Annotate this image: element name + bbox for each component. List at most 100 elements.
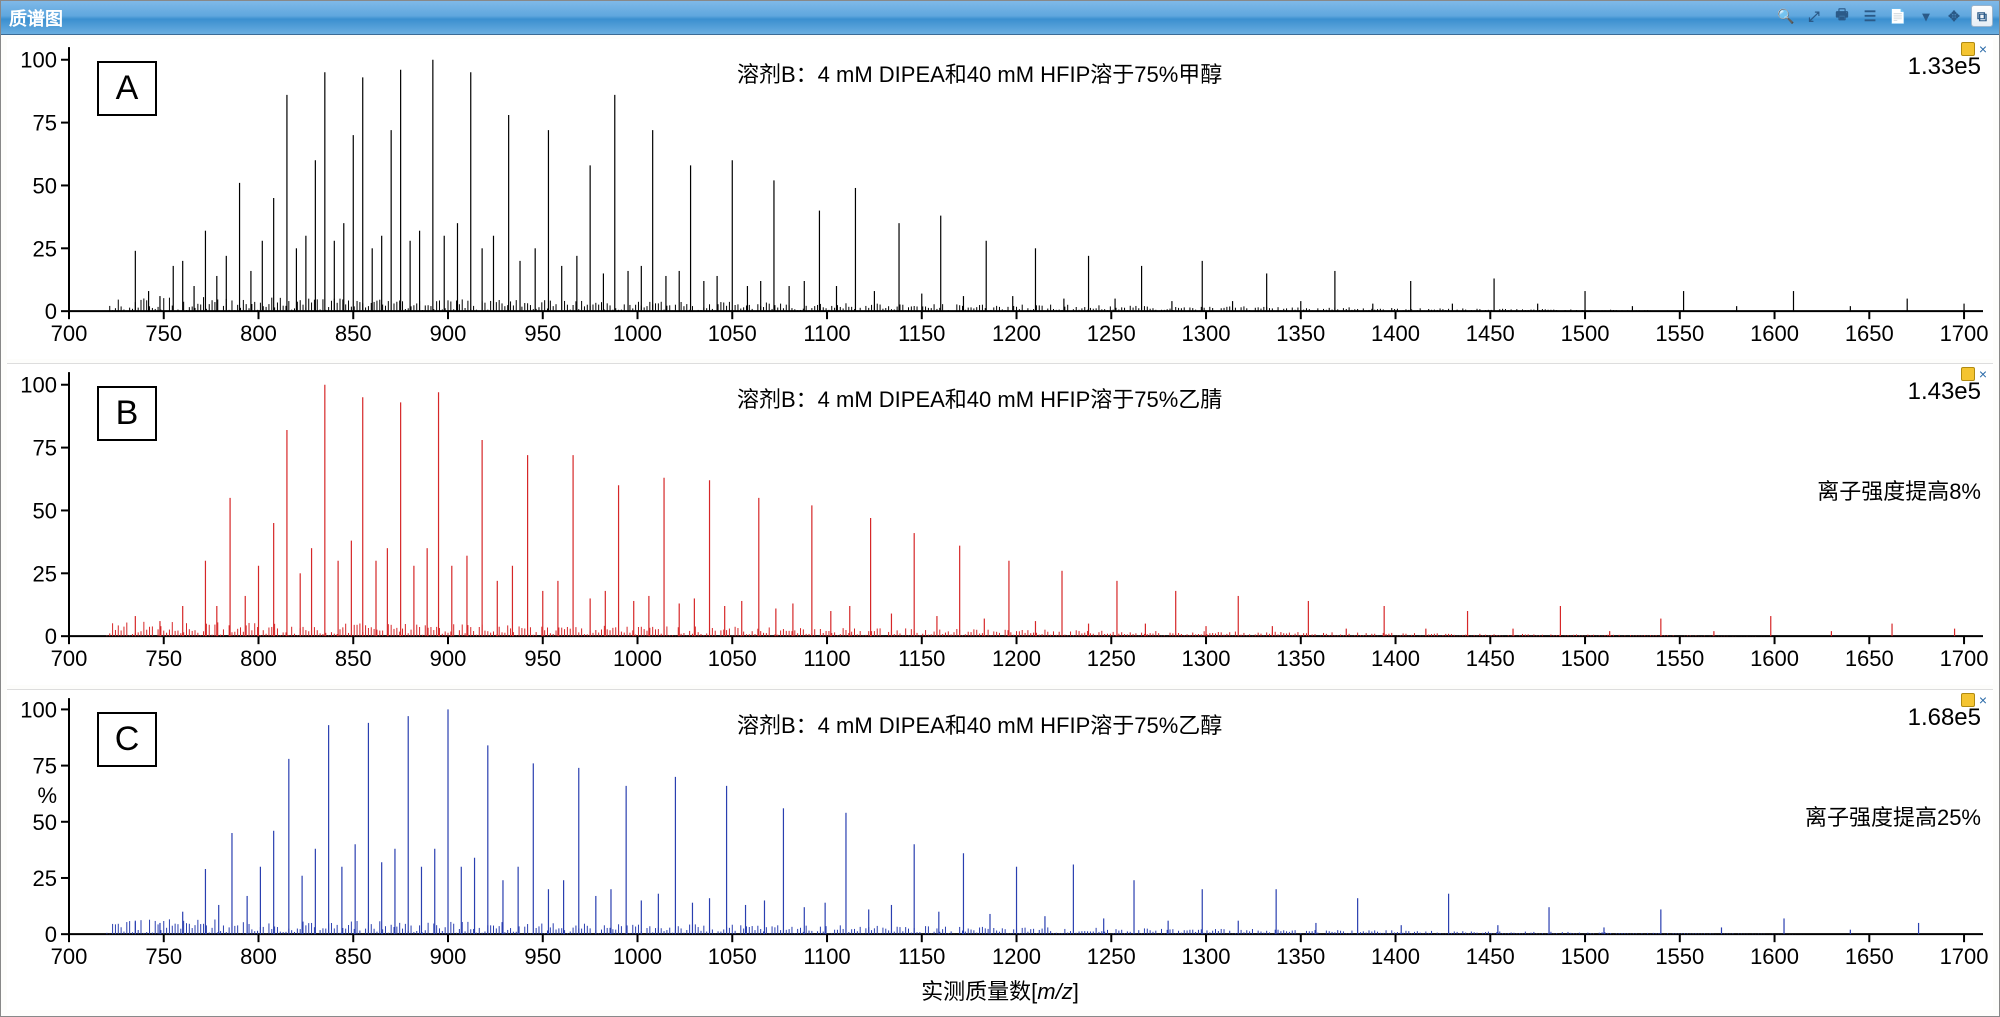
panel-letter-c: C xyxy=(97,712,157,767)
close-icon[interactable]: × xyxy=(1977,41,1989,57)
svg-text:100: 100 xyxy=(20,697,57,722)
svg-text:1050: 1050 xyxy=(708,944,757,969)
svg-text:850: 850 xyxy=(335,944,372,969)
svg-text:100: 100 xyxy=(20,373,57,398)
svg-text:1600: 1600 xyxy=(1750,321,1799,346)
svg-text:100: 100 xyxy=(20,48,57,73)
svg-text:1150: 1150 xyxy=(898,646,945,671)
svg-text:1450: 1450 xyxy=(1466,321,1515,346)
panel-corner-a: × xyxy=(1961,41,1989,57)
panel-extra-b: 离子强度提高8% xyxy=(1817,474,1981,506)
svg-text:1200: 1200 xyxy=(992,321,1041,346)
close-icon[interactable]: × xyxy=(1977,692,1989,708)
print-icon[interactable]: 🖶 xyxy=(1831,5,1853,27)
svg-text:1700: 1700 xyxy=(1940,646,1989,671)
svg-text:850: 850 xyxy=(335,646,372,671)
svg-text:50: 50 xyxy=(33,809,57,834)
svg-text:1300: 1300 xyxy=(1182,321,1231,346)
svg-text:1400: 1400 xyxy=(1371,321,1420,346)
pin-icon[interactable] xyxy=(1961,42,1975,56)
export-icon[interactable]: 📄 xyxy=(1887,5,1909,27)
svg-text:1500: 1500 xyxy=(1561,646,1610,671)
svg-text:1200: 1200 xyxy=(992,944,1041,969)
svg-text:700: 700 xyxy=(51,321,88,346)
popout-icon[interactable]: ⧉ xyxy=(1971,5,1993,27)
svg-text:1450: 1450 xyxy=(1466,944,1515,969)
dropdown-icon[interactable]: ▾ xyxy=(1915,5,1937,27)
svg-text:1500: 1500 xyxy=(1561,321,1610,346)
move-icon[interactable]: ✥ xyxy=(1943,5,1965,27)
svg-text:1100: 1100 xyxy=(803,944,850,969)
panel-a: × A 溶剂B：4 mM DIPEA和40 mM HFIP溶于75%甲醇 1.3… xyxy=(7,39,1993,359)
svg-text:75: 75 xyxy=(33,111,57,136)
panel-letter-b: B xyxy=(97,386,157,441)
svg-text:1000: 1000 xyxy=(613,321,662,346)
xaxis-title: 实测质量数[m/z] xyxy=(921,974,1079,1006)
mass-spectrum-window: 质谱图 🔍 ⤢ 🖶 ☰ 📄 ▾ ✥ ⧉ × A 溶剂B：4 mM DIPEA和4… xyxy=(0,0,2000,1017)
titlebar-tools: 🔍 ⤢ 🖶 ☰ 📄 ▾ ✥ ⧉ xyxy=(1775,5,1993,27)
svg-text:50: 50 xyxy=(33,173,57,198)
panel-intensity-b: 1.43e5 xyxy=(1908,378,1981,406)
svg-text:700: 700 xyxy=(51,944,88,969)
panel-intensity-a: 1.33e5 xyxy=(1908,53,1981,81)
zoom-icon[interactable]: ⤢ xyxy=(1803,5,1825,27)
panel-c: × C 溶剂B：4 mM DIPEA和40 mM HFIP溶于75%乙醇 1.6… xyxy=(7,689,1993,1010)
svg-text:1150: 1150 xyxy=(898,944,945,969)
panel-corner-c: × xyxy=(1961,692,1989,708)
svg-text:1400: 1400 xyxy=(1371,646,1420,671)
svg-text:1600: 1600 xyxy=(1750,944,1799,969)
svg-text:1650: 1650 xyxy=(1845,321,1894,346)
svg-text:1350: 1350 xyxy=(1276,646,1325,671)
svg-text:1400: 1400 xyxy=(1371,944,1420,969)
svg-text:1150: 1150 xyxy=(898,321,945,346)
svg-text:50: 50 xyxy=(33,499,57,524)
xaxis-label-prefix: 实测质量数[ xyxy=(921,979,1037,1004)
svg-text:1300: 1300 xyxy=(1182,944,1231,969)
svg-text:750: 750 xyxy=(145,321,182,346)
panel-corner-b: × xyxy=(1961,366,1989,382)
svg-text:900: 900 xyxy=(430,944,467,969)
svg-text:1250: 1250 xyxy=(1087,646,1136,671)
svg-text:1050: 1050 xyxy=(708,646,757,671)
svg-text:1550: 1550 xyxy=(1655,321,1704,346)
svg-text:1700: 1700 xyxy=(1940,321,1989,346)
list-icon[interactable]: ☰ xyxy=(1859,5,1881,27)
search-icon[interactable]: 🔍 xyxy=(1775,5,1797,27)
panel-letter-a: A xyxy=(97,61,157,116)
svg-text:800: 800 xyxy=(240,944,277,969)
svg-text:800: 800 xyxy=(240,646,277,671)
svg-text:1000: 1000 xyxy=(613,646,662,671)
xaxis-label-mz: m/z xyxy=(1037,979,1072,1004)
panel-condition-b: 溶剂B：4 mM DIPEA和40 mM HFIP溶于75%乙腈 xyxy=(737,382,1222,414)
svg-text:1650: 1650 xyxy=(1845,944,1894,969)
close-icon[interactable]: × xyxy=(1977,366,1989,382)
svg-text:1250: 1250 xyxy=(1087,944,1136,969)
svg-text:1250: 1250 xyxy=(1087,321,1136,346)
svg-text:1550: 1550 xyxy=(1655,944,1704,969)
svg-text:1100: 1100 xyxy=(803,646,850,671)
panels-container: × A 溶剂B：4 mM DIPEA和40 mM HFIP溶于75%甲醇 1.3… xyxy=(1,35,1999,1016)
svg-text:750: 750 xyxy=(145,944,182,969)
svg-text:1550: 1550 xyxy=(1655,646,1704,671)
svg-text:1050: 1050 xyxy=(708,321,757,346)
svg-text:1350: 1350 xyxy=(1276,321,1325,346)
svg-text:900: 900 xyxy=(430,646,467,671)
svg-text:%: % xyxy=(37,782,57,807)
panel-condition-a: 溶剂B：4 mM DIPEA和40 mM HFIP溶于75%甲醇 xyxy=(737,57,1222,89)
svg-text:75: 75 xyxy=(33,436,57,461)
panel-intensity-c: 1.68e5 xyxy=(1908,704,1981,732)
svg-text:1300: 1300 xyxy=(1182,646,1231,671)
svg-text:1650: 1650 xyxy=(1845,646,1894,671)
svg-text:1700: 1700 xyxy=(1940,944,1989,969)
svg-text:25: 25 xyxy=(33,866,57,891)
svg-text:25: 25 xyxy=(33,562,57,587)
svg-text:1450: 1450 xyxy=(1466,646,1515,671)
svg-text:950: 950 xyxy=(524,944,561,969)
svg-text:1350: 1350 xyxy=(1276,944,1325,969)
panel-condition-c: 溶剂B：4 mM DIPEA和40 mM HFIP溶于75%乙醇 xyxy=(737,708,1222,740)
pin-icon[interactable] xyxy=(1961,367,1975,381)
svg-text:1600: 1600 xyxy=(1750,646,1799,671)
svg-text:700: 700 xyxy=(51,646,88,671)
svg-text:750: 750 xyxy=(145,646,182,671)
pin-icon[interactable] xyxy=(1961,693,1975,707)
